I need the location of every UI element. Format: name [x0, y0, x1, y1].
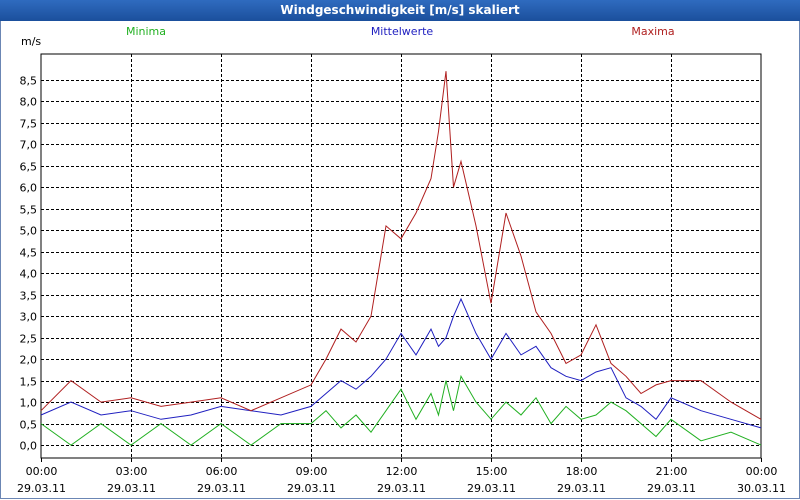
y-tick-label: 8,5 [20, 75, 38, 88]
chart-panel: 0,0 0,5 1,0 1,5 2,0 2,5 3,0 3,5 4,0 4,5 5,0 5,5 6,0 6… [0, 21, 800, 499]
y-tick-label: 2,0 [20, 354, 38, 367]
x-tick-date: 29.03.11 [107, 482, 156, 495]
x-tick-date: 30.03.11 [737, 482, 786, 495]
y-tick-label: 3,0 [20, 311, 38, 324]
y-tick-label: 4,5 [20, 247, 38, 260]
x-tick-date: 29.03.11 [17, 482, 66, 495]
x-tick-date: 29.03.11 [197, 482, 246, 495]
x-axis-ticks: 00:00 29.03.11 03:00 29.03.11 06:00 29.03.11 0… [17, 458, 786, 495]
x-tick-time: 18:00 [566, 465, 598, 478]
y-tick-label: 5,5 [20, 204, 38, 217]
y-tick-label: 6,5 [20, 161, 38, 174]
y-tick-label: 3,5 [20, 290, 38, 303]
y-axis-ticks: 0,0 0,5 1,0 1,5 2,0 2,5 3,0 3,5 4,0 4,5 5,0 5,5 6,0 6… [20, 75, 38, 453]
y-tick-label: 8,0 [20, 96, 38, 109]
x-tick-time: 09:00 [296, 465, 328, 478]
chart-title-bar: Windgeschwindigkeit [m/s] skaliert [0, 0, 800, 21]
y-tick-label: 5,0 [20, 225, 38, 238]
y-tick-label: 6,0 [20, 182, 38, 195]
y-tick-label: 1,5 [20, 376, 38, 389]
legend-mittelwerte: Mittelwerte [371, 25, 434, 38]
y-tick-label: 1,0 [20, 397, 38, 410]
y-tick-label: 0,5 [20, 419, 38, 432]
grid [40, 53, 762, 459]
x-tick-time: 12:00 [386, 465, 418, 478]
window-title: Windgeschwindigkeit [m/s] skaliert [280, 3, 520, 17]
x-tick-date: 29.03.11 [287, 482, 336, 495]
x-tick-time: 15:00 [476, 465, 508, 478]
wind-speed-chart: 0,0 0,5 1,0 1,5 2,0 2,5 3,0 3,5 4,0 4,5 5,0 5,5 6,0 6… [17, 25, 786, 495]
series-line-minima [40, 374, 762, 446]
legend: Minima Mittelwerte Maxima [126, 25, 675, 38]
y-tick-label: 2,5 [20, 333, 38, 346]
x-tick-time: 06:00 [206, 465, 238, 478]
y-tick-label: 0,0 [20, 440, 38, 453]
series-line-mittelwerte [40, 297, 762, 429]
legend-minima: Minima [126, 25, 166, 38]
x-tick-time: 00:00 [746, 465, 778, 478]
x-tick-date: 29.03.11 [647, 482, 696, 495]
y-tick-label: 4,0 [20, 268, 38, 281]
x-tick-date: 29.03.11 [377, 482, 426, 495]
series-line-maxima [40, 71, 762, 420]
x-tick-time: 21:00 [656, 465, 688, 478]
y-axis-label: m/s [21, 35, 41, 48]
y-tick-label: 7,0 [20, 139, 38, 152]
x-tick-time: 03:00 [116, 465, 148, 478]
x-tick-time: 00:00 [26, 465, 58, 478]
legend-maxima: Maxima [631, 25, 674, 38]
x-tick-date: 29.03.11 [557, 482, 606, 495]
x-tick-date: 29.03.11 [467, 482, 516, 495]
y-tick-label: 7,5 [20, 118, 38, 131]
series-lines [40, 71, 762, 446]
